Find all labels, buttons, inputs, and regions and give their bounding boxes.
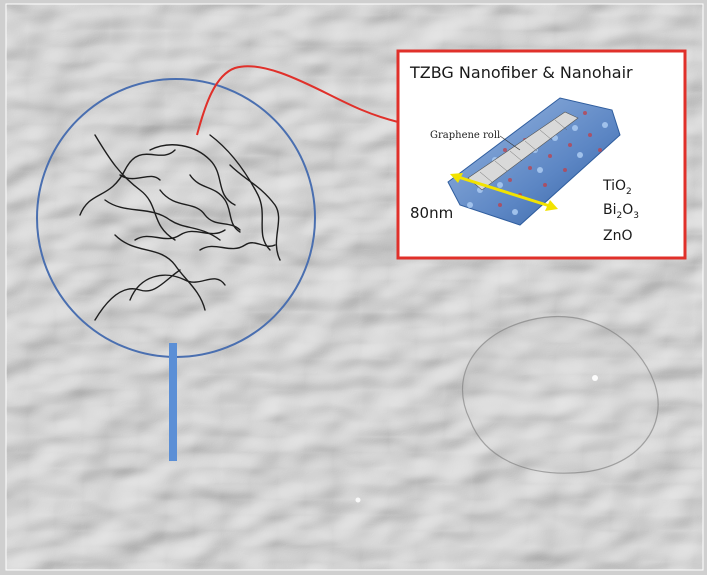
material-label-tio2: TiO2 [602,178,632,197]
water-droplet [461,315,659,474]
material-label-zno: ZnO [603,228,632,244]
nanofiber-roll-illustration [447,97,621,226]
graphene-pointer [499,135,521,151]
dimension-label: 80nm [410,204,453,222]
graphene-label: Graphene roll [430,130,500,141]
nanofiber-bundle-icon [79,134,281,321]
magnifier-handle [169,343,177,461]
callout-title: TZBG Nanofiber & Nanohair [409,63,633,82]
connector-line [196,65,399,136]
magnifier-icon [36,78,316,461]
dimension-arrow [450,173,558,211]
material-label-bi2o3: Bi2O3 [603,202,639,221]
callout-box: TZBG Nanofiber & Nanohair [396,49,687,260]
